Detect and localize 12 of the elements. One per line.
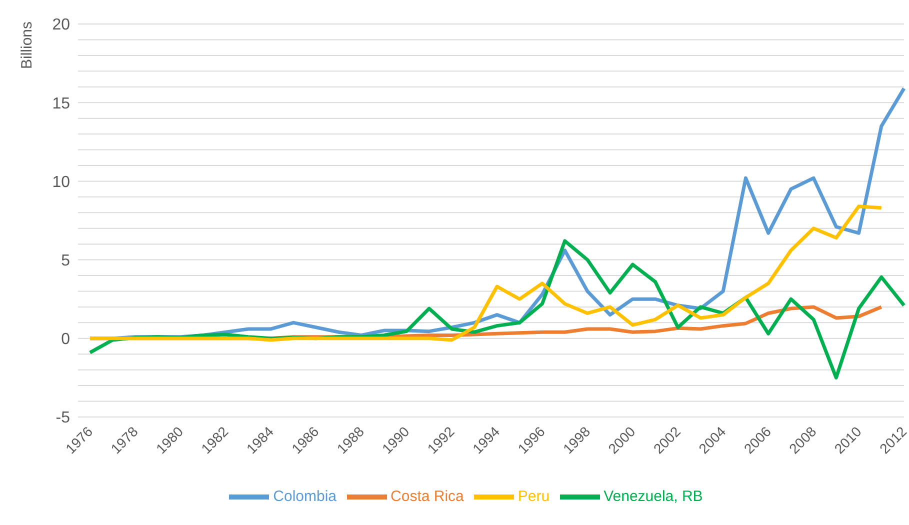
- y-tick-label: 0: [61, 331, 70, 348]
- y-tick-label: -5: [56, 410, 70, 427]
- legend-label: Costa Rica: [390, 488, 464, 505]
- legend-label: Colombia: [273, 488, 337, 505]
- y-tick-label: 5: [61, 252, 70, 270]
- legend-label: Venezuela, RB: [604, 488, 703, 505]
- y-tick-label: 20: [52, 16, 70, 34]
- y-axis-title: Billions: [18, 21, 36, 69]
- y-tick-label: 15: [52, 95, 70, 112]
- y-tick-label: 10: [52, 174, 70, 191]
- legend-label: Peru: [518, 488, 550, 505]
- line-series: [88, 204, 884, 342]
